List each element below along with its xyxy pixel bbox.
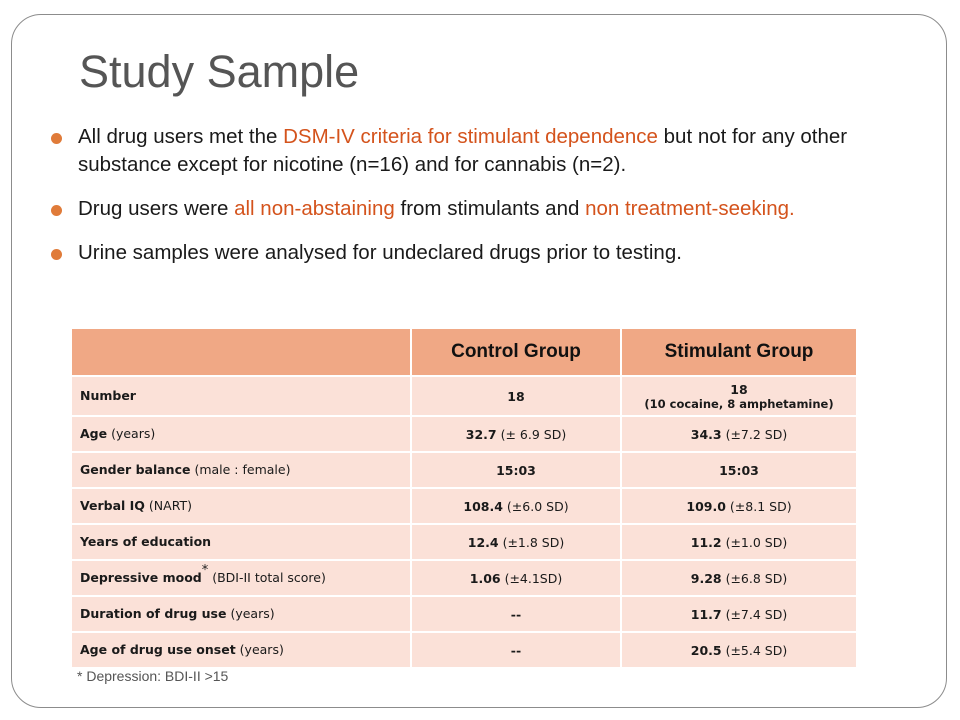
control-value: 18 [410, 375, 622, 417]
table-header-row: Control Group Stimulant Group [70, 327, 858, 377]
bullet-list: All drug users met the DSM-IV criteria f… [48, 123, 908, 283]
control-value: 15:03 [410, 451, 622, 489]
footnote-star: * [201, 563, 209, 578]
stimulant-value: 11.2 (±1.0 SD) [620, 523, 858, 561]
control-value: 12.4 (±1.8 SD) [410, 523, 622, 561]
header-stimulant-group: Stimulant Group [620, 327, 858, 377]
header-empty [70, 327, 412, 377]
sample-table: Control Group Stimulant Group Number 18 18… [70, 327, 858, 669]
stimulant-value: 34.3 (±7.2 SD) [620, 415, 858, 453]
row-label: Years of education [70, 523, 412, 561]
stimulant-value: 9.28 (±6.8 SD) [620, 559, 858, 597]
footnote: * Depression: BDI-II >15 [77, 668, 229, 684]
table-row: Depressive mood* (BDI-II total score) 1.0… [70, 559, 858, 597]
slide-frame [11, 14, 947, 708]
row-label: Age of drug use onset (years) [70, 631, 412, 669]
stimulant-value: 20.5 (±5.4 SD) [620, 631, 858, 669]
bullet-dot-icon [51, 249, 62, 260]
header-control-group: Control Group [410, 327, 622, 377]
row-label: Verbal IQ (NART) [70, 487, 412, 525]
table-row: Years of education 12.4 (±1.8 SD) 11.2 (±1… [70, 523, 858, 561]
control-value: -- [410, 631, 622, 669]
bullet-dot-icon [51, 205, 62, 216]
table-row: Age (years) 32.7 (± 6.9 SD) 34.3 (±7.2 SD) [70, 415, 858, 453]
bullet-dot-icon [51, 133, 62, 144]
control-value: 32.7 (± 6.9 SD) [410, 415, 622, 453]
bullet-item: Urine samples were analysed for undeclar… [48, 239, 908, 267]
stimulant-value: 15:03 [620, 451, 858, 489]
stimulant-subnote: (10 cocaine, 8 amphetamine) [644, 396, 834, 411]
row-label: Number [70, 375, 412, 417]
row-label: Depressive mood* (BDI-II total score) [70, 559, 412, 597]
control-value: -- [410, 595, 622, 633]
row-label: Age (years) [70, 415, 412, 453]
table-row: Age of drug use onset (years) -- 20.5 (±5.… [70, 631, 858, 669]
stimulant-value: 11.7 (±7.4 SD) [620, 595, 858, 633]
row-label: Gender balance (male : female) [70, 451, 412, 489]
control-value: 108.4 (±6.0 SD) [410, 487, 622, 525]
control-value: 1.06 (±4.1SD) [410, 559, 622, 597]
bullet-item: All drug users met the DSM-IV criteria f… [48, 123, 908, 179]
table-row: Duration of drug use (years) -- 11.7 (±7.4… [70, 595, 858, 633]
table-row: Verbal IQ (NART) 108.4 (±6.0 SD) 109.0 (±8… [70, 487, 858, 525]
stimulant-value: 18 (10 cocaine, 8 amphetamine) [620, 375, 858, 417]
bullet-item: Drug users were all non-abstaining from … [48, 195, 908, 223]
row-label: Duration of drug use (years) [70, 595, 412, 633]
stimulant-value: 109.0 (±8.1 SD) [620, 487, 858, 525]
slide-title: Study Sample [79, 46, 360, 97]
table-row: Gender balance (male : female) 15:03 15:03 [70, 451, 858, 489]
table-row: Number 18 18 (10 cocaine, 8 amphetamine) [70, 375, 858, 417]
